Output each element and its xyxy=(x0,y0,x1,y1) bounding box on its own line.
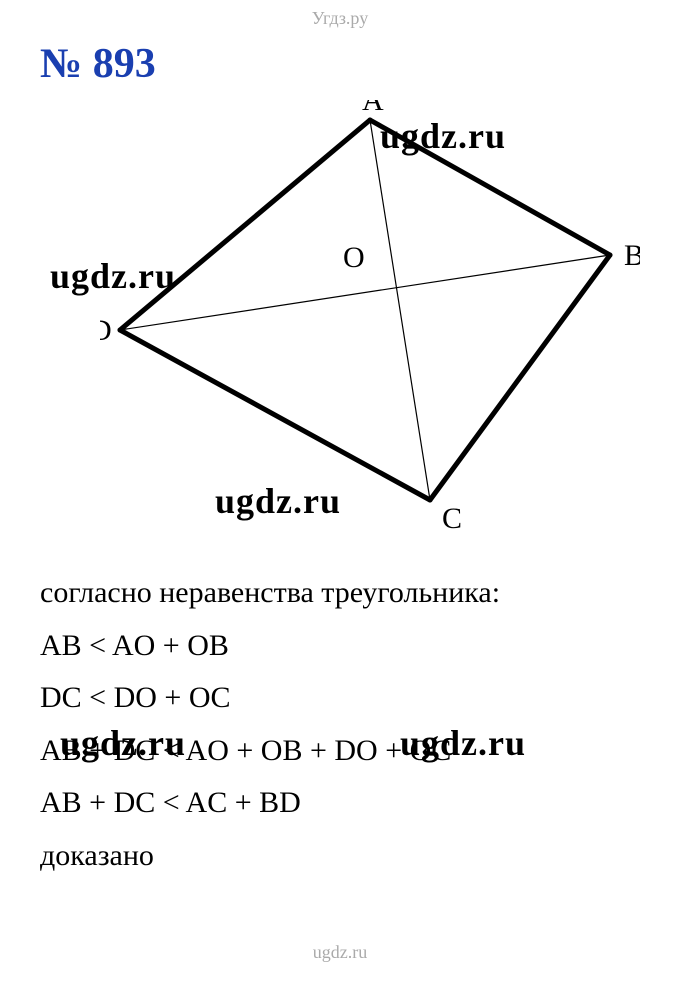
watermark-text: ugdz.ru xyxy=(380,115,506,157)
edge-CD xyxy=(120,330,430,500)
site-header-link[interactable]: Угдз.ру xyxy=(0,8,680,29)
proof-line: доказано xyxy=(40,833,660,880)
vertex-label-C: C xyxy=(442,502,462,535)
site-footer-link[interactable]: ugdz.ru xyxy=(0,942,680,963)
edge-BC xyxy=(430,255,610,500)
vertex-label-B: B xyxy=(624,239,640,272)
vertex-label-D: D xyxy=(100,314,112,347)
proof-line: DC < DO + OC xyxy=(40,675,660,722)
watermark-text: ugdz.ru xyxy=(50,255,176,297)
edge-AC xyxy=(370,120,430,500)
proof-line: согласно неравенства треугольника: xyxy=(40,570,660,617)
proof-line: AB < AO + OB xyxy=(40,623,660,670)
proof-line: AB + DC < AC + BD xyxy=(40,780,660,827)
geometry-diagram: ABCDO xyxy=(100,100,640,540)
problem-number: № 893 xyxy=(40,40,156,88)
watermark-text: ugdz.ru xyxy=(215,480,341,522)
diagram-svg: ABCDO xyxy=(100,100,640,540)
vertex-label-O: O xyxy=(343,241,365,274)
watermark-text: ugdz.ru xyxy=(60,722,186,764)
edge-DA xyxy=(120,120,370,330)
page: Угдз.ру № 893 ABCDO ugdz.ru ugdz.ru ugdz… xyxy=(0,0,680,981)
watermark-text: ugdz.ru xyxy=(400,722,526,764)
